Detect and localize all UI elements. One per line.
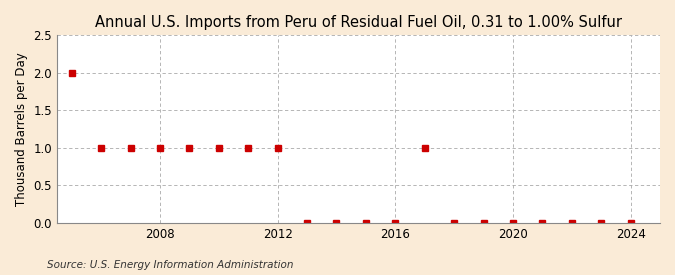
Y-axis label: Thousand Barrels per Day: Thousand Barrels per Day [15,52,28,206]
Title: Annual U.S. Imports from Peru of Residual Fuel Oil, 0.31 to 1.00% Sulfur: Annual U.S. Imports from Peru of Residua… [95,15,622,30]
Text: Source: U.S. Energy Information Administration: Source: U.S. Energy Information Administ… [47,260,294,270]
